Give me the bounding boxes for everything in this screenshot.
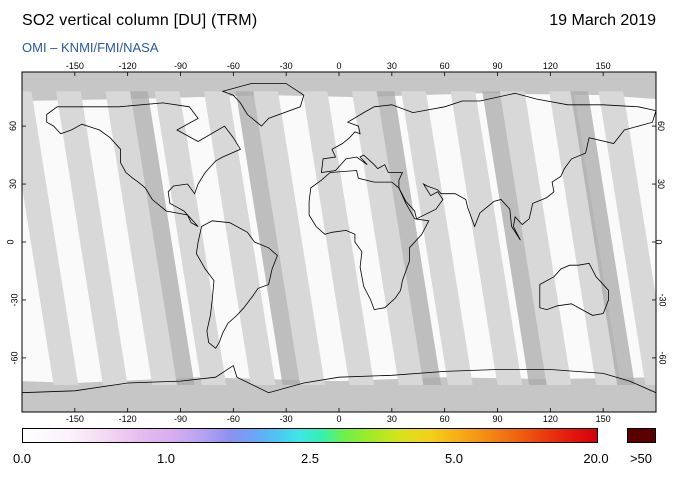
orbit-gap-band [55,87,130,397]
antarctica-outline [22,364,656,394]
colorbar-label: 1.0 [156,451,176,466]
colorbar-label: >50 [629,451,653,466]
orbit-gap-band [351,87,426,397]
antarctic-no-data [22,384,656,412]
arctic-no-data [22,72,656,92]
map-title: SO2 vertical column [DU] (TRM) [22,12,258,29]
colorbar-label: 2.5 [300,451,320,466]
longitude-tick-label: 120 [542,61,558,71]
longitude-tick-label: 0 [336,414,342,424]
greenland-outline [221,83,305,127]
longitude-tick-label: -120 [118,414,137,424]
latitude-tick-label: -60 [657,351,668,365]
north-america-outline [46,102,241,227]
longitude-tick-label: -30 [279,414,293,424]
longitude-tick-label: -60 [226,61,240,71]
longitude-tick-label: 60 [439,61,450,71]
longitude-tick-label: 0 [336,61,342,71]
row-anomaly-band [129,87,197,397]
latitude-tick-label: 30 [8,179,19,190]
longitude-tick-label: -60 [226,414,240,424]
orbit-gap-band [449,87,524,397]
longitude-tick-label: 150 [595,414,611,424]
colorbar-label: 5.0 [444,451,464,466]
longitude-tick-label: -150 [65,414,84,424]
latitude-tick-label: -30 [9,293,20,307]
longitude-tick-label: 30 [386,61,397,71]
map-date: 19 March 2019 [549,12,656,29]
orbit-gap-band [203,87,278,397]
south-america-outline [195,220,278,349]
longitude-tick-label: 60 [439,414,450,424]
row-anomaly-band [375,87,443,397]
longitude-tick-label: 90 [492,61,503,71]
orbit-gap-band [499,87,574,397]
longitude-tick-label: -90 [173,61,188,71]
row-anomaly-band [569,87,637,397]
longitude-tick-label: 150 [595,61,611,71]
colorbar-label: 0.0 [12,451,32,466]
colorbar [22,428,598,443]
longitude-tick-label: 120 [542,414,558,424]
longitude-tick-label: 30 [386,414,397,424]
latitude-tick-label: -30 [657,293,668,307]
data-credit: OMI – KNMI/FMI/NASA [22,40,159,55]
row-anomaly-band [235,87,303,397]
eurasia-outline [320,92,656,241]
orbit-gap-band [597,87,656,397]
longitude-tick-label: -120 [118,61,137,71]
latitude-tick-label: 0 [5,239,16,245]
row-anomaly-band [481,87,549,397]
orbit-gap-band [104,87,179,397]
longitude-tick-label: -30 [279,61,293,71]
latitude-tick-label: 60 [8,121,19,132]
orbit-gap-band [252,87,327,397]
africa-outline [308,170,430,311]
colorbar-label: 20.0 [583,451,609,466]
latitude-tick-label: 0 [653,239,664,245]
latitude-tick-label: 30 [656,179,667,190]
orbit-gap-band [400,87,475,397]
longitude-tick-label: -90 [173,414,188,424]
orbit-gap-band [22,87,81,397]
longitude-tick-label: -150 [65,61,84,71]
orbit-gap-band [302,87,376,397]
colorbar-overflow-swatch [627,428,656,443]
latitude-tick-label: 60 [656,121,667,132]
australia-outline [539,262,609,316]
longitude-tick-label: 90 [492,414,503,424]
latitude-tick-label: -60 [9,351,20,365]
